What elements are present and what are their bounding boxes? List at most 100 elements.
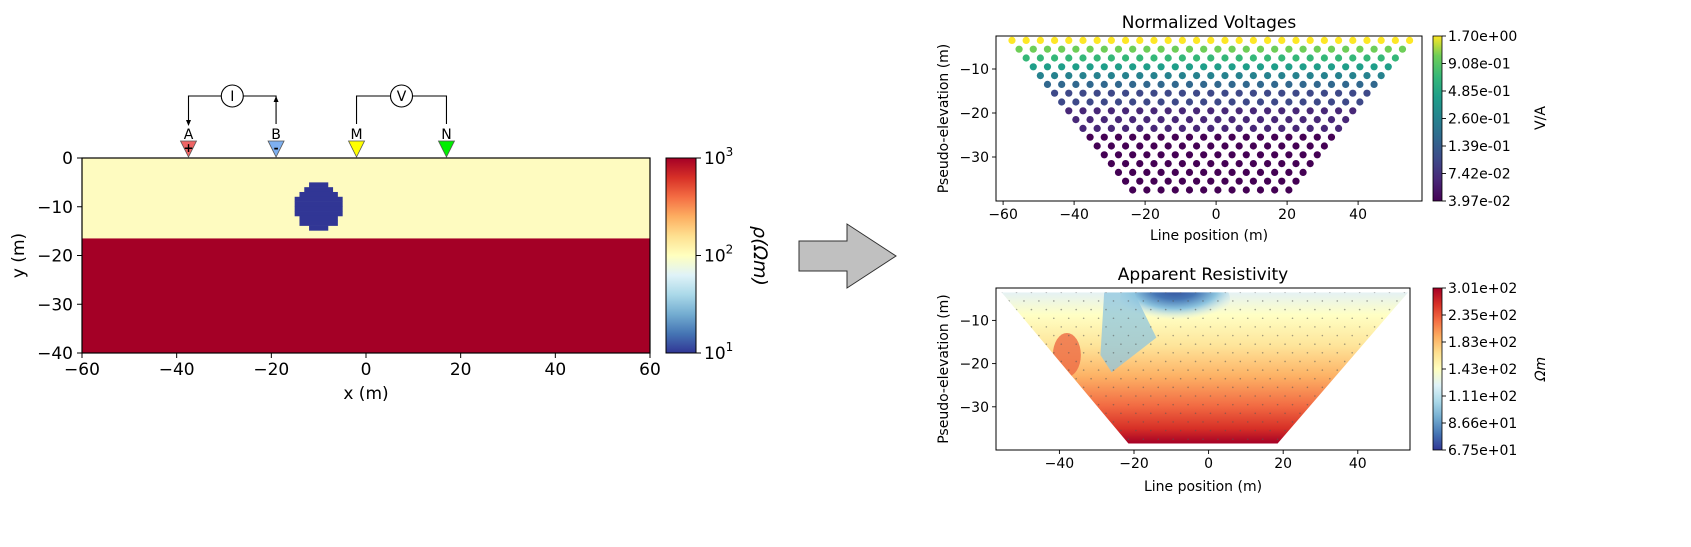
resistivity-data-point: [1291, 334, 1294, 337]
voltage-data-point: [1285, 133, 1293, 141]
voltage-data-point: [1214, 151, 1222, 159]
resistivity-data-point: [1321, 334, 1324, 337]
voltage-data-point: [1384, 45, 1392, 53]
resistivity-data-point: [1194, 326, 1197, 328]
voltage-data-point: [1164, 89, 1172, 97]
voltage-data-point: [1228, 151, 1236, 159]
resistivity-data-point: [1224, 326, 1227, 328]
voltage-data-point: [1143, 45, 1151, 53]
voltage-data-point: [1214, 168, 1222, 176]
voltage-data-point: [1121, 160, 1130, 168]
voltage-data-point: [1221, 36, 1229, 45]
resistivity-data-point: [1336, 334, 1339, 337]
voltage-data-point: [1221, 54, 1229, 62]
model-x-tick-label: −20: [253, 360, 289, 380]
voltage-data-point: [1214, 80, 1222, 88]
voltage-data-point: [1036, 54, 1044, 62]
electrode-label: M: [350, 127, 362, 143]
voltage-data-point: [1249, 142, 1257, 150]
voltage-data-point: [1221, 142, 1229, 150]
resistivity-data-point: [1269, 429, 1271, 432]
resistivity-data-point: [1329, 326, 1331, 328]
resistivity-data-point: [1254, 395, 1257, 397]
voltage-data-point: [1207, 36, 1215, 45]
voltage-data-point: [1263, 72, 1272, 80]
resistivity-data-point: [1373, 308, 1376, 311]
resistivity-data-point: [1120, 395, 1122, 397]
voltage-data-point: [1306, 107, 1314, 115]
resistivity-data-point: [1239, 343, 1242, 345]
resistivity-data-point: [1179, 395, 1182, 397]
voltage-data-point: [1228, 116, 1236, 124]
voltage-data-point: [1242, 168, 1250, 176]
resistivity-data-point: [1112, 403, 1115, 406]
resistivity-panel: Apparent Resistivity −40 −20 0 20 40 −10 −20 −…: [936, 265, 1549, 495]
resistivity-data-point: [1269, 343, 1271, 345]
voltage-data-point: [1121, 89, 1130, 97]
voltage-data-point: [1143, 133, 1151, 141]
resistivity-data-point: [1232, 403, 1234, 406]
resistivity-data-point: [1067, 317, 1070, 320]
voltage-x-tick-label: −40: [1059, 207, 1089, 223]
voltage-data-point: [1079, 124, 1087, 132]
voltage-data-point: [1235, 160, 1243, 168]
voltage-data-point: [1285, 116, 1293, 124]
resistivity-colorbar-tick: 1.83e+02: [1448, 335, 1517, 351]
resistivity-data-point: [1030, 308, 1033, 311]
voltage-x-tick-label: 0: [1212, 207, 1221, 223]
voltage-data-point: [1079, 36, 1087, 45]
resistivity-data-point: [1090, 395, 1092, 397]
resistivity-data-point: [1112, 386, 1115, 389]
resistivity-data-point: [1373, 292, 1376, 294]
voltage-data-point: [1200, 133, 1208, 141]
voltage-data-point: [1192, 160, 1201, 168]
resistivity-x-tick-label: 40: [1349, 456, 1367, 472]
voltage-data-point: [1349, 72, 1357, 80]
voltage-data-point: [1150, 54, 1158, 62]
resistivity-axes-frame: [995, 287, 1411, 451]
voltage-data-point: [1342, 45, 1350, 53]
resistivity-data-point: [1209, 429, 1212, 432]
voltage-data-point: [1249, 107, 1257, 115]
resistivity-data-point: [1187, 386, 1189, 389]
resistivity-data-point: [1015, 292, 1018, 294]
voltage-data-point: [1306, 124, 1314, 132]
voltage-data-point: [1121, 177, 1130, 185]
resistivity-data-point: [1291, 421, 1294, 423]
voltage-data-point: [1235, 124, 1243, 132]
resistivity-data-point: [1358, 308, 1361, 311]
resistivity-data-point: [1343, 326, 1346, 328]
voltage-x-tick-label: −20: [1130, 207, 1160, 223]
resistivity-data-point: [1023, 300, 1025, 302]
resistivity-data-point: [1314, 343, 1316, 345]
resistivity-data-point: [1060, 326, 1063, 328]
voltage-colorbar-tick: 3.97e-02: [1448, 194, 1511, 210]
resistivity-data-point: [1299, 326, 1301, 328]
resistivity-data-point: [1135, 395, 1137, 397]
resistivity-data-point: [1142, 300, 1145, 302]
resistivity-data-point: [1194, 377, 1197, 380]
resistivity-data-point: [1239, 377, 1242, 380]
resistivity-data-point: [1120, 429, 1122, 432]
voltage-data-point: [1327, 80, 1336, 88]
voltage-data-point: [1327, 98, 1336, 106]
model-x-tick-label: 20: [450, 360, 472, 380]
resistivity-data-point: [1232, 438, 1234, 441]
voltage-data-point: [1150, 36, 1158, 45]
resistivity-data-point: [1038, 334, 1040, 337]
resistivity-data-point: [1291, 300, 1294, 302]
resistivity-colorbar-label: Ωm: [1533, 357, 1549, 382]
resistivity-data-point: [1127, 386, 1130, 389]
resistivity-data-point: [1209, 395, 1212, 397]
voltage-data-point: [1235, 72, 1243, 80]
model-colorbar-tick: 103: [704, 145, 733, 169]
voltage-data-point: [1107, 160, 1115, 168]
voltage-data-point: [1036, 72, 1044, 80]
resistivity-data-point: [1202, 369, 1204, 371]
resistivity-data-point: [1224, 360, 1227, 363]
resistivity-data-point: [1060, 308, 1063, 311]
voltage-data-point: [1313, 98, 1321, 106]
voltage-data-point: [1143, 151, 1151, 159]
resistivity-data-point: [1090, 343, 1092, 345]
